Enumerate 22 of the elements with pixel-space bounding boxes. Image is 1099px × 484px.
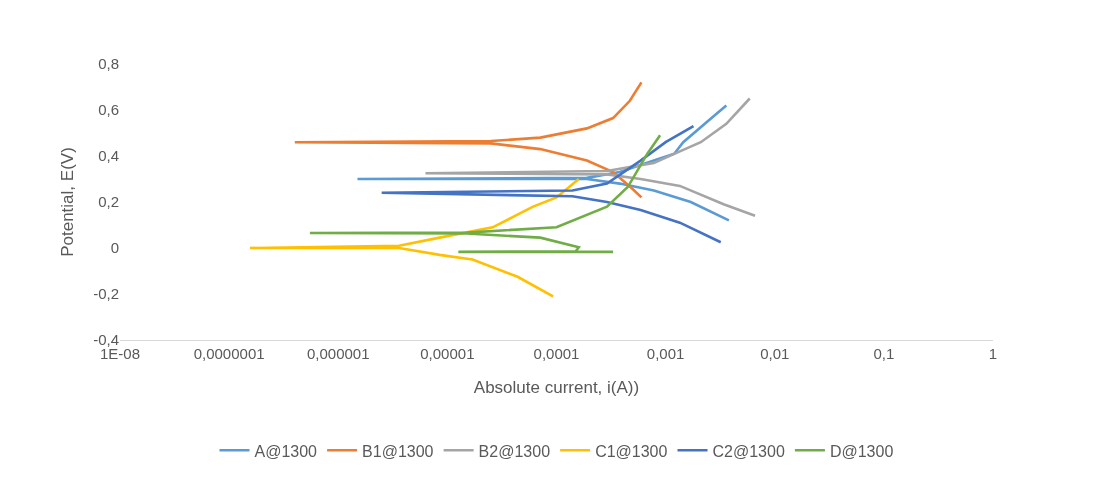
x-tick-label: 0,000001 [306,345,370,362]
y-tick-label: -0,2 [93,285,119,303]
x-tick-label: 0,00001 [420,345,475,362]
y-tick-label: 0,8 [98,55,119,73]
legend-label: C2@1300 [712,442,785,460]
legend-label: B1@1300 [362,442,434,460]
x-tick-label: 1 [988,345,998,362]
x-tick-label: 0,0001 [533,345,580,362]
legend-label: D@1300 [829,442,894,460]
x-axis-title: Absolute current, i(A)) [473,378,640,398]
x-tick-label: 0,01 [760,345,790,362]
legend-label: A@1300 [254,442,318,460]
y-axis-title: Potential, E(V) [57,147,77,257]
y-tick-label: 0,2 [98,193,119,211]
legend-label: B2@1300 [478,442,551,460]
legend-label: C1@1300 [595,442,668,460]
x-tick-label: 0,001 [646,345,685,362]
y-tick-label: 0,4 [98,147,119,165]
x-tick-label: 0,1 [873,345,895,362]
x-tick-label: 0,0000001 [193,345,265,362]
y-tick-label: 0,6 [98,101,119,119]
y-tick-label: 0 [110,239,119,257]
